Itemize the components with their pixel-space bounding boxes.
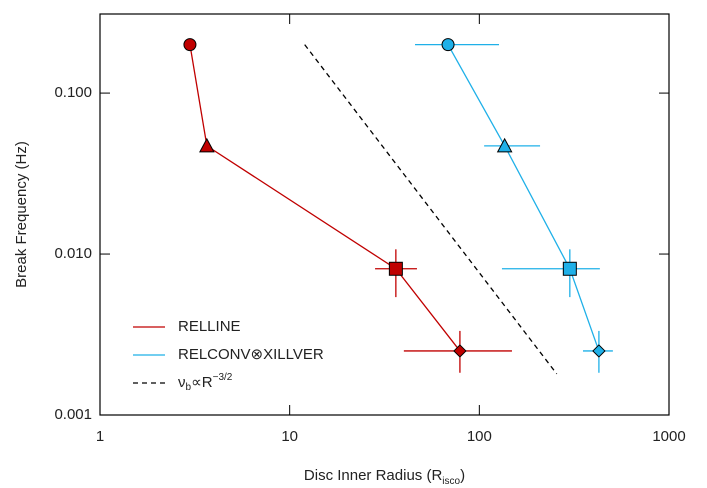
marker bbox=[183, 38, 197, 52]
legend-label: RELLINE bbox=[178, 318, 241, 335]
marker bbox=[441, 38, 455, 52]
y-tick-label: 0.010 bbox=[54, 245, 92, 262]
plot-frame bbox=[99, 13, 670, 416]
legend-label-part: −3/2 bbox=[213, 372, 233, 383]
marker bbox=[496, 137, 513, 153]
y-tick-label: 0.100 bbox=[54, 84, 92, 101]
series-line bbox=[189, 44, 461, 352]
marker bbox=[453, 344, 467, 358]
x-axis-label-part: isco bbox=[442, 476, 460, 487]
marker bbox=[199, 137, 215, 153]
series-line bbox=[304, 44, 558, 375]
marker bbox=[388, 261, 403, 276]
legend-label-part: ν bbox=[178, 374, 186, 391]
x-axis-label: Disc Inner Radius (Risco) bbox=[304, 467, 465, 487]
marker bbox=[562, 261, 577, 276]
series-line bbox=[447, 44, 600, 352]
marker bbox=[592, 344, 606, 358]
legend-label: νb∝R−3/2 bbox=[178, 372, 233, 393]
legend-label-part: b bbox=[186, 382, 192, 393]
x-axis-label-part: ) bbox=[460, 467, 465, 484]
legend-label: RELCONV⊗XILLVER bbox=[178, 346, 324, 363]
x-tick-label: 1 bbox=[96, 428, 104, 445]
x-tick-label: 100 bbox=[467, 428, 492, 445]
x-tick-label: 10 bbox=[281, 428, 298, 445]
x-tick-label: 1000 bbox=[652, 428, 685, 445]
x-axis-label-part: Disc Inner Radius (R bbox=[304, 467, 443, 484]
y-axis-label: Break Frequency (Hz) bbox=[13, 141, 30, 288]
y-tick-label: 0.001 bbox=[54, 406, 92, 423]
legend-label-part: ∝R bbox=[191, 374, 213, 391]
